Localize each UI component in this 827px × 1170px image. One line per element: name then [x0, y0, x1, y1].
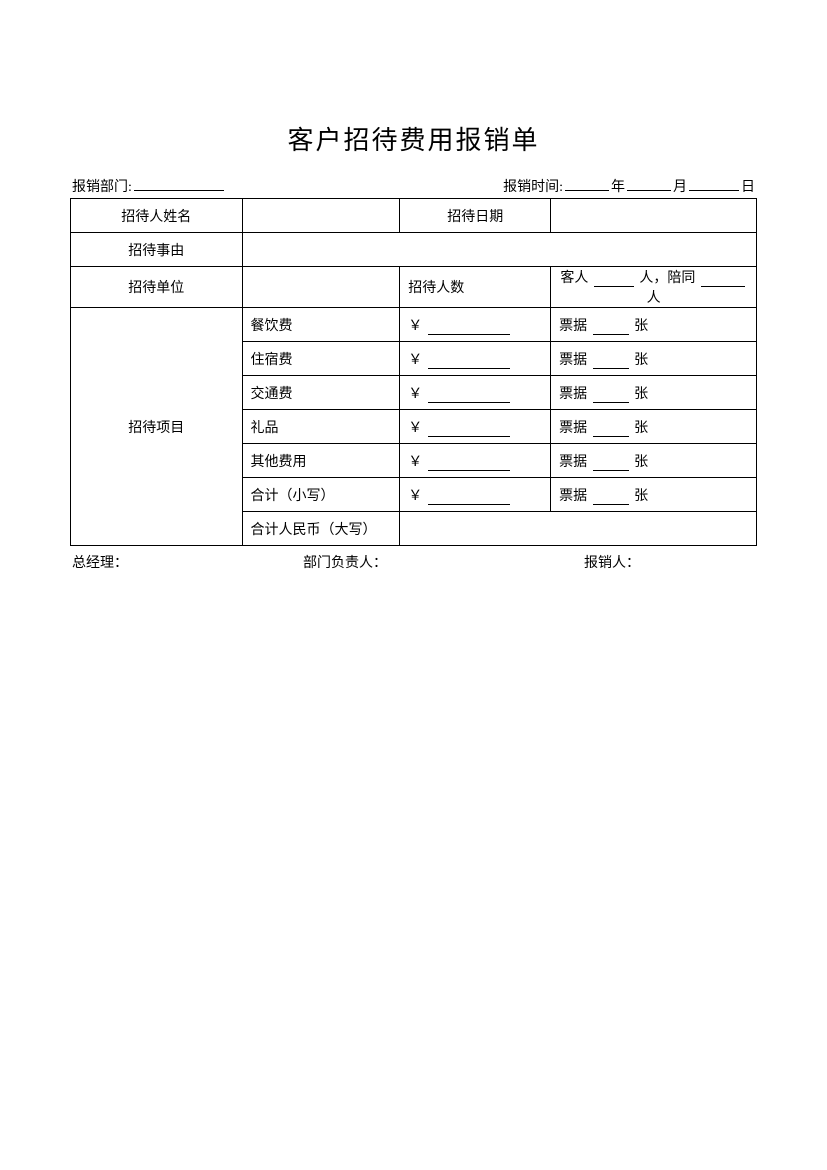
receipt-blank: [593, 455, 629, 471]
host-name-value: [242, 199, 400, 233]
receipt-suffix: 张: [634, 387, 648, 402]
item-amount-2: ￥: [400, 376, 551, 410]
dept-blank: [134, 175, 224, 191]
host-name-label: 招待人姓名: [71, 199, 243, 233]
receipt-suffix: 张: [634, 421, 648, 436]
total-cn-value: [400, 512, 757, 546]
footer-gm: 总经理：: [72, 552, 243, 572]
amount-blank: [428, 455, 510, 471]
count-label: 招待人数: [400, 267, 551, 308]
year-label: 年: [611, 176, 625, 196]
day-label: 日: [741, 176, 755, 196]
amount-blank: [428, 353, 510, 369]
receipt-suffix: 张: [634, 353, 648, 368]
receipt-prefix: 票据: [559, 387, 587, 402]
amount-blank: [428, 387, 510, 403]
receipt-blank: [593, 387, 629, 403]
receipt-prefix: 票据: [559, 353, 587, 368]
receipt-blank: [593, 319, 629, 335]
item-receipt-1: 票据 张: [551, 342, 757, 376]
month-blank: [627, 175, 671, 191]
expense-table: 招待人姓名 招待日期 招待事由 招待单位 招待人数 客人 人，陪同 人 招待项目…: [70, 198, 757, 546]
guest-prefix: 客人: [560, 271, 588, 286]
total-cn-label: 合计人民币（大写）: [242, 512, 400, 546]
year-blank: [565, 175, 609, 191]
item-receipt-3: 票据 张: [551, 410, 757, 444]
header-row: 报销部门: 报销时间: 年 月 日: [70, 175, 757, 196]
receipt-suffix: 张: [634, 489, 648, 504]
receipt-prefix: 票据: [559, 319, 587, 334]
item-name-5: 合计（小写）: [242, 478, 400, 512]
guest-blank: [594, 271, 634, 287]
item-receipt-5: 票据 张: [551, 478, 757, 512]
item-amount-3: ￥: [400, 410, 551, 444]
item-amount-1: ￥: [400, 342, 551, 376]
receipt-suffix: 张: [634, 319, 648, 334]
item-name-4: 其他费用: [242, 444, 400, 478]
receipt-prefix: 票据: [559, 455, 587, 470]
receipt-prefix: 票据: [559, 421, 587, 436]
item-name-1: 住宿费: [242, 342, 400, 376]
currency-symbol: ￥: [408, 387, 422, 402]
footer-claimant: 报销人：: [474, 552, 755, 572]
currency-symbol: ￥: [408, 489, 422, 504]
time-label: 报销时间:: [503, 176, 563, 196]
receipt-blank: [593, 489, 629, 505]
item-name-3: 礼品: [242, 410, 400, 444]
unit-value: [242, 267, 400, 308]
dept-label: 报销部门:: [72, 176, 132, 196]
comp-suffix: 人: [647, 291, 661, 306]
currency-symbol: ￥: [408, 421, 422, 436]
receipt-prefix: 票据: [559, 489, 587, 504]
item-receipt-2: 票据 张: [551, 376, 757, 410]
receipt-suffix: 张: [634, 455, 648, 470]
time-field: 报销时间: 年 月 日: [503, 175, 755, 196]
currency-symbol: ￥: [408, 319, 422, 334]
footer-dept-head: 部门负责人：: [243, 552, 474, 572]
form-title: 客户招待费用报销单: [70, 120, 757, 157]
amount-blank: [428, 319, 510, 335]
receipt-blank: [593, 421, 629, 437]
guest-suffix: 人，陪同: [639, 271, 695, 286]
reason-label: 招待事由: [71, 233, 243, 267]
host-date-value: [551, 199, 757, 233]
item-name-2: 交通费: [242, 376, 400, 410]
item-amount-4: ￥: [400, 444, 551, 478]
currency-symbol: ￥: [408, 353, 422, 368]
amount-blank: [428, 421, 510, 437]
unit-label: 招待单位: [71, 267, 243, 308]
item-name-0: 餐饮费: [242, 308, 400, 342]
reason-value: [242, 233, 757, 267]
items-label: 招待项目: [71, 308, 243, 546]
amount-blank: [428, 489, 510, 505]
item-receipt-4: 票据 张: [551, 444, 757, 478]
currency-symbol: ￥: [408, 455, 422, 470]
month-label: 月: [673, 176, 687, 196]
receipt-blank: [593, 353, 629, 369]
comp-blank: [701, 271, 745, 287]
item-receipt-0: 票据 张: [551, 308, 757, 342]
day-blank: [689, 175, 739, 191]
item-amount-0: ￥: [400, 308, 551, 342]
footer-row: 总经理： 部门负责人： 报销人：: [70, 552, 757, 572]
count-value: 客人 人，陪同 人: [551, 267, 757, 308]
item-amount-5: ￥: [400, 478, 551, 512]
dept-field: 报销部门:: [72, 175, 224, 196]
host-date-label: 招待日期: [400, 199, 551, 233]
